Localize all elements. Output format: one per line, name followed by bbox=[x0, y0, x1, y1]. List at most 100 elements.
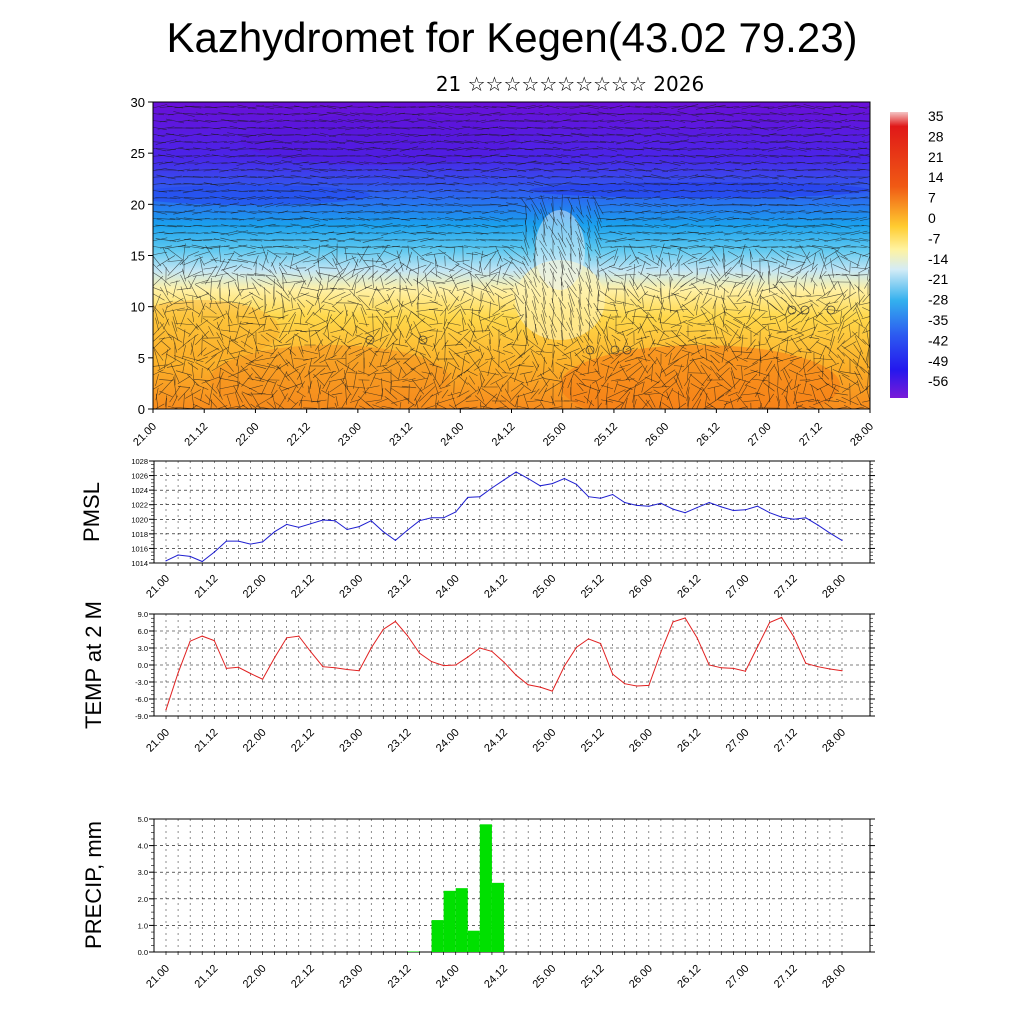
wind-vector bbox=[545, 148, 561, 150]
wind-vector bbox=[754, 312, 766, 322]
wind-vector bbox=[181, 268, 187, 282]
y-tick-label: 2.0 bbox=[138, 895, 148, 904]
wind-vector bbox=[680, 276, 696, 288]
wind-vector bbox=[686, 387, 690, 401]
wind-vector bbox=[662, 202, 678, 208]
wind-vector bbox=[437, 404, 448, 409]
wind-vector bbox=[439, 385, 451, 389]
wind-vector bbox=[677, 238, 699, 242]
wind-vector bbox=[733, 276, 751, 288]
data-point bbox=[515, 471, 517, 473]
wind-vector bbox=[752, 154, 768, 158]
wind-vector bbox=[447, 196, 461, 200]
wind-vector bbox=[394, 112, 406, 116]
wind-vector bbox=[345, 383, 347, 405]
wind-vector bbox=[368, 348, 378, 356]
wind-vector bbox=[329, 133, 345, 137]
wind-vector bbox=[283, 307, 301, 313]
wind-vector bbox=[596, 168, 618, 172]
wind-vector bbox=[289, 349, 295, 369]
wind-vector bbox=[254, 356, 276, 362]
data-point bbox=[756, 505, 759, 507]
wind-vector bbox=[250, 245, 262, 249]
y-tick-label: 1.0 bbox=[138, 921, 148, 930]
wind-vector bbox=[612, 360, 620, 372]
wind-vector bbox=[417, 255, 419, 267]
wind-vector bbox=[250, 120, 262, 122]
wind-vector bbox=[153, 126, 167, 131]
wind-vector bbox=[751, 378, 769, 382]
wind-vector bbox=[250, 277, 262, 287]
wind-vector bbox=[347, 300, 363, 306]
wind-vector bbox=[394, 314, 406, 334]
wind-vector bbox=[736, 246, 748, 248]
wind-vector bbox=[750, 133, 770, 137]
wind-vector bbox=[480, 370, 500, 376]
wind-vector bbox=[218, 112, 240, 116]
wind-vector bbox=[750, 113, 770, 115]
wind-vector bbox=[228, 175, 248, 179]
data-point bbox=[744, 670, 747, 672]
wind-vector bbox=[274, 343, 292, 347]
wind-vector bbox=[832, 369, 850, 377]
wind-vector bbox=[321, 231, 335, 235]
wind-vector bbox=[806, 348, 822, 356]
wind-vector bbox=[862, 307, 870, 312]
wind-vector bbox=[219, 167, 239, 173]
wind-vector bbox=[826, 161, 838, 165]
wind-vector bbox=[709, 366, 721, 380]
wind-vector bbox=[283, 112, 301, 116]
wind-vector bbox=[220, 127, 238, 129]
wind-vector bbox=[698, 248, 714, 260]
wind-vector bbox=[500, 395, 516, 407]
wind-vector bbox=[733, 224, 751, 228]
colorbar-label: -28 bbox=[928, 292, 948, 308]
wind-vector bbox=[223, 134, 235, 136]
wind-vector bbox=[671, 105, 687, 109]
wind-vector bbox=[595, 337, 601, 353]
data-point bbox=[286, 523, 288, 525]
wind-vector bbox=[465, 389, 479, 399]
wind-vector bbox=[609, 349, 623, 355]
wind-vector bbox=[383, 338, 399, 352]
wind-vector bbox=[540, 208, 548, 230]
wind-vector bbox=[166, 290, 184, 302]
wind-vector bbox=[513, 270, 521, 280]
wind-vector bbox=[418, 112, 436, 116]
wind-vector bbox=[321, 245, 335, 249]
y-tick-label: 5.0 bbox=[138, 815, 148, 824]
wind-vector bbox=[670, 245, 688, 249]
wind-vector bbox=[759, 174, 779, 180]
wind-vector bbox=[780, 349, 794, 355]
colorbar-label: 0 bbox=[928, 210, 936, 226]
wind-vector bbox=[615, 289, 617, 303]
wind-vector bbox=[281, 217, 303, 221]
wind-vector bbox=[624, 203, 644, 207]
wind-vector bbox=[837, 332, 845, 344]
wind-vector bbox=[158, 336, 174, 340]
wind-vector bbox=[592, 195, 604, 215]
wind-vector bbox=[220, 378, 238, 382]
wind-vector bbox=[471, 312, 491, 322]
wind-vector bbox=[441, 294, 449, 312]
wind-vector bbox=[851, 246, 867, 248]
x-tick-label: 26.00 bbox=[627, 573, 655, 601]
wind-vector bbox=[491, 285, 507, 293]
wind-vector bbox=[336, 146, 356, 152]
wind-vector bbox=[626, 232, 642, 234]
wind-vector bbox=[330, 203, 344, 207]
wind-vector bbox=[190, 382, 196, 392]
wind-vector bbox=[520, 245, 532, 263]
wind-vector bbox=[434, 365, 438, 381]
wind-vector bbox=[293, 127, 309, 129]
wind-vector bbox=[655, 133, 667, 137]
wind-vector bbox=[789, 231, 803, 235]
wind-vector bbox=[379, 351, 385, 367]
wind-vector bbox=[837, 354, 845, 364]
wind-vector bbox=[574, 352, 586, 366]
wind-vector bbox=[173, 111, 195, 117]
wind-vector bbox=[420, 335, 434, 341]
wind-vector bbox=[231, 169, 245, 171]
wind-vector bbox=[579, 262, 581, 274]
wind-vector bbox=[655, 255, 667, 267]
